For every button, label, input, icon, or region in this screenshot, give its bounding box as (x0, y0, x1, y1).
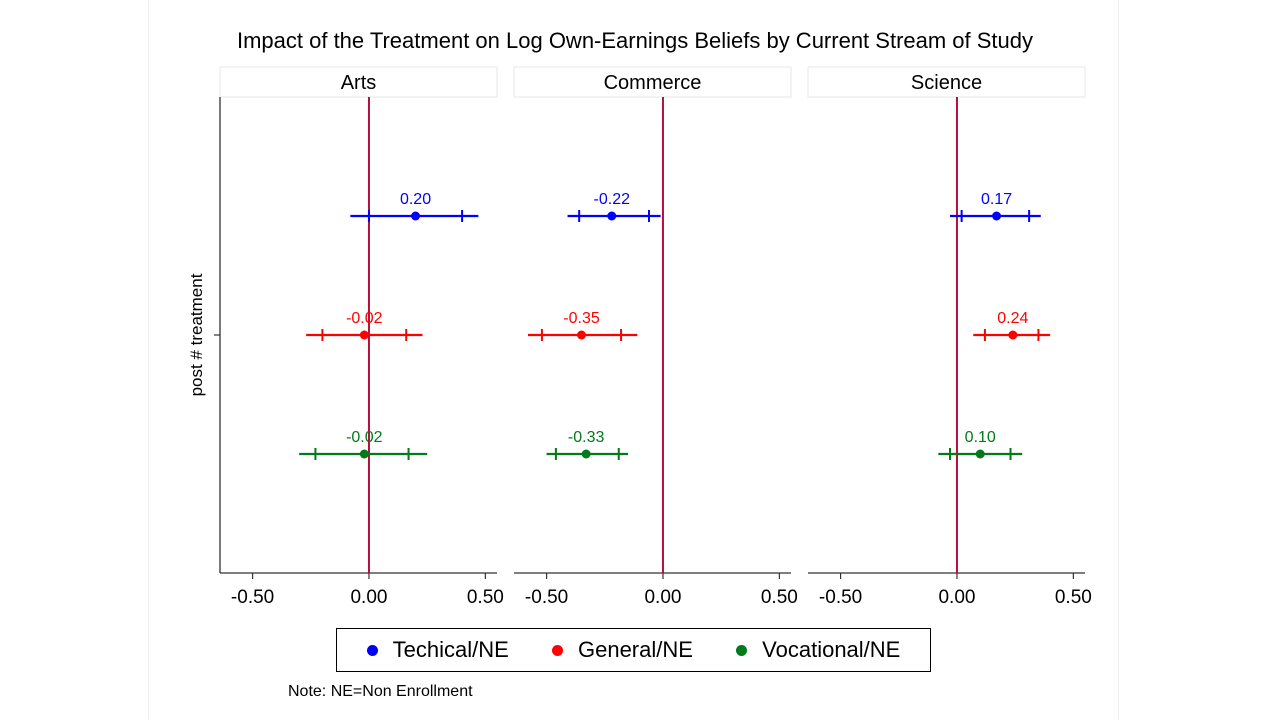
legend-marker-vocational (736, 644, 748, 656)
panel-header-science (807, 66, 1086, 98)
chart-note: Note: NE=Non Enrollment (288, 683, 473, 700)
legend: Techical/NE General/NE Vocational/NE (336, 628, 931, 672)
point-estimate-science-general (1008, 330, 1018, 340)
x-tick-label-arts: -0.50 (231, 587, 274, 608)
panel-title-science: Science (911, 72, 982, 94)
point-estimate-science-techical (992, 211, 1002, 221)
panel-header-commerce (513, 66, 792, 98)
y-axis-label: post # treatment (187, 273, 206, 396)
legend-label-technical: Techical/NE (392, 637, 509, 662)
point-estimate-arts-techical (411, 211, 421, 221)
point-estimate-science-vocational (975, 449, 985, 459)
panel-title-arts: Arts (341, 72, 377, 94)
point-estimate-commerce-general (577, 330, 587, 340)
x-tick-label-arts: 0.00 (350, 587, 387, 608)
legend-label-vocational: Vocational/NE (762, 637, 901, 662)
x-tick-label-science: -0.50 (819, 587, 862, 608)
x-tick-label-science: 0.00 (938, 587, 975, 608)
data-label-arts-general: -0.02 (346, 310, 383, 327)
x-tick-label-commerce: 0.00 (644, 587, 681, 608)
data-label-arts-techical: 0.20 (400, 191, 431, 208)
x-tick-label-commerce: -0.50 (525, 587, 568, 608)
point-estimate-arts-vocational (359, 449, 369, 459)
legend-item-vocational: Vocational/NE (736, 637, 900, 663)
panel-title-commerce: Commerce (604, 72, 702, 94)
figure-frame (148, 0, 1119, 720)
chart-title: Impact of the Treatment on Log Own-Earni… (237, 28, 1033, 53)
panel-header-arts (219, 66, 498, 98)
x-tick-label-arts: 0.50 (467, 587, 504, 608)
data-label-commerce-techical: -0.22 (594, 191, 631, 208)
legend-label-general: General/NE (577, 637, 693, 662)
x-tick-label-commerce: 0.50 (761, 587, 798, 608)
legend-marker-general (551, 644, 563, 656)
point-estimate-commerce-vocational (581, 449, 591, 459)
data-label-commerce-general: -0.35 (563, 310, 600, 327)
point-estimate-arts-general (359, 330, 369, 340)
data-label-science-general: 0.24 (997, 310, 1028, 327)
x-tick-label-science: 0.50 (1055, 587, 1092, 608)
data-label-science-vocational: 0.10 (965, 429, 996, 446)
point-estimate-commerce-techical (607, 211, 617, 221)
legend-item-general: General/NE (551, 637, 693, 663)
data-label-commerce-vocational: -0.33 (568, 429, 605, 446)
legend-marker-technical (366, 644, 378, 656)
data-label-science-techical: 0.17 (981, 191, 1012, 208)
data-label-arts-vocational: -0.02 (346, 429, 383, 446)
legend-item-technical: Techical/NE (366, 637, 509, 663)
